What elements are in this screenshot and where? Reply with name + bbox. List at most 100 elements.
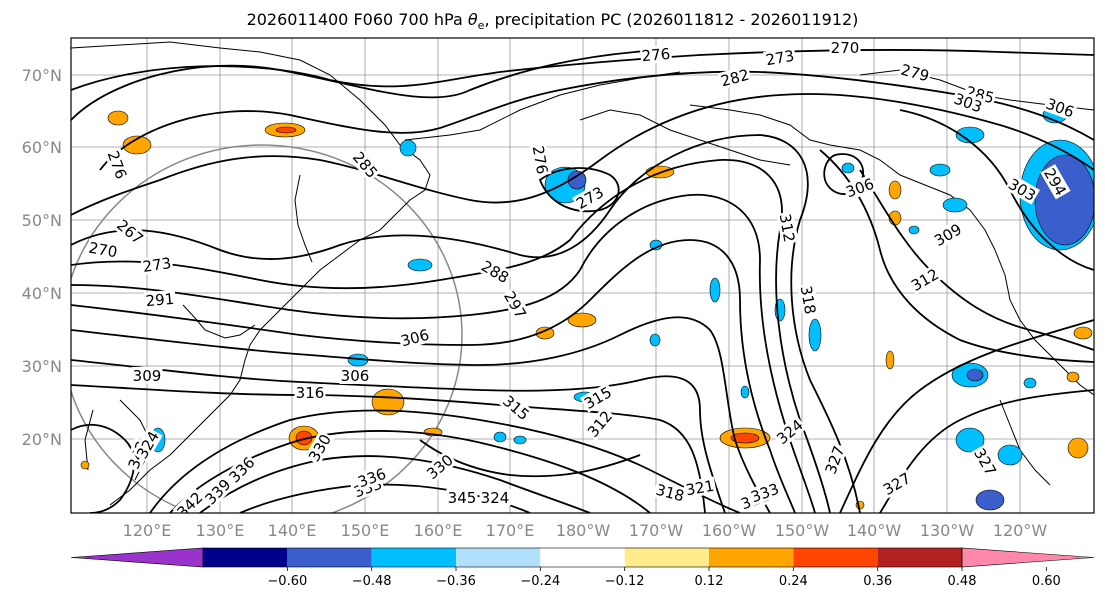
contour-label-bg	[132, 427, 163, 463]
contour-label-bg	[1042, 94, 1078, 121]
contour-label: 270	[87, 239, 118, 262]
lon-label: 150°E	[341, 521, 390, 540]
colorbar-tick-label: 0.36	[863, 574, 892, 589]
contour-label-bg	[763, 46, 797, 69]
contour-label-bg	[970, 444, 1001, 480]
colorbar-segment	[287, 548, 372, 567]
contour-label-bg	[200, 474, 235, 509]
lat-label: 30°N	[22, 357, 62, 376]
lat-label: 20°N	[22, 430, 62, 449]
colorbar-tick-label: 0.24	[779, 574, 808, 589]
latitude-labels: 70°N 60°N 50°N 40°N 30°N 20°N	[22, 66, 62, 449]
contour-label-bg	[112, 215, 148, 249]
contour-label-bg	[131, 367, 163, 384]
colorbar-tick-label: 0.60	[1032, 574, 1061, 589]
map-frame	[70, 37, 1095, 514]
contour-label: 345	[448, 489, 477, 507]
lat-label: 60°N	[22, 138, 62, 157]
contour-label-bg	[339, 367, 371, 384]
range-ring	[71, 144, 463, 513]
theta-e-contours	[71, 48, 1094, 513]
coastlines	[71, 41, 1094, 506]
contour-label-bg	[772, 415, 808, 449]
contour-label-bg	[652, 480, 688, 505]
contour-label-bg	[683, 476, 717, 499]
contour-label-bg	[397, 325, 433, 350]
colorbar-tick-label: −0.24	[520, 574, 560, 589]
contour-label-bg	[172, 487, 207, 513]
contour-label-bg	[879, 468, 915, 499]
chart-title: 2026011400 F060 700 hPa θe, precipitatio…	[246, 10, 859, 33]
colorbar-segment	[456, 548, 541, 567]
contour-label-bg	[422, 450, 458, 484]
lat-label: 70°N	[22, 66, 62, 85]
lat-label: 50°N	[22, 211, 62, 230]
contour-label-bg	[580, 382, 616, 413]
colorbar-frame	[202, 547, 963, 568]
contour-label-bg	[842, 174, 878, 201]
colorbar-segment	[709, 548, 794, 567]
colorbar-segment	[624, 548, 709, 567]
contour-label-bg	[477, 256, 513, 287]
lon-label: 170°E	[486, 521, 535, 540]
contour-label-bg	[224, 452, 259, 487]
contour-label: 324	[481, 489, 510, 507]
contour-label: 316	[296, 384, 325, 402]
colorbar-tick-label: −0.12	[605, 574, 645, 589]
contour-label: 276	[529, 144, 552, 175]
lon-label: 130°E	[196, 521, 245, 540]
contour-label-bg	[354, 464, 390, 491]
contour-label-bg	[1040, 164, 1071, 200]
contour-label-bg	[143, 289, 177, 310]
contour-label-bg	[446, 489, 478, 506]
colorbar-tick-label: −0.36	[436, 574, 476, 589]
lon-label: 160°W	[702, 521, 757, 540]
contour-label-bg	[140, 253, 174, 276]
contour-label-bg	[304, 430, 335, 466]
contour-label-bg	[797, 283, 820, 317]
contour-label-bg	[717, 65, 753, 90]
contour-label-bg	[348, 147, 382, 183]
contour-label-bg	[479, 489, 511, 506]
contour-label: 273	[764, 47, 795, 70]
contour-label-bg	[500, 287, 531, 323]
colorbar-segment	[540, 548, 625, 567]
contour-label-bg	[829, 39, 861, 56]
contour-label-bg	[821, 442, 848, 478]
lon-label: 180°W	[556, 521, 611, 540]
contour-label-bg	[104, 147, 131, 183]
contour-label-bg	[294, 384, 326, 401]
colorbar-segment	[203, 548, 288, 567]
lon-label: 120°E	[123, 521, 172, 540]
contour-label: 306	[341, 367, 370, 385]
contour-label-bg	[1004, 174, 1040, 205]
lon-label: 130°W	[920, 521, 975, 540]
contour-label-bg	[747, 479, 783, 506]
contour-label: 321	[684, 477, 715, 500]
lon-label: 120°W	[993, 521, 1048, 540]
lon-label: 140°W	[847, 521, 902, 540]
lon-label: 160°E	[414, 521, 463, 540]
longitude-labels: 120°E 130°E 140°E 150°E 160°E 170°E 180°W 170°W…	[123, 521, 1048, 540]
colorbar-tick-label: 0.12	[695, 574, 724, 589]
colorbar-segment	[877, 548, 962, 567]
contour-label-bg	[86, 238, 120, 261]
contour-label-bg	[897, 60, 933, 85]
colorbar-segment	[793, 548, 878, 567]
contour-label-bg	[529, 143, 552, 177]
contour-label-bg	[907, 264, 943, 295]
contour-label-bg	[930, 219, 966, 250]
colorbar-segment	[371, 548, 456, 567]
contour-label-bg	[639, 44, 673, 65]
colorbar-tick-label: 0.48	[948, 574, 977, 589]
contour-label: 312	[776, 212, 799, 243]
contour-label-bg	[498, 391, 534, 425]
lat-label: 40°N	[22, 284, 62, 303]
colorbar-tick-label: −0.60	[267, 574, 307, 589]
contour-label-bg	[583, 406, 617, 442]
colorbar: −0.60 −0.48 −0.36 −0.24 −0.12 0.12 0.24 0.36 0.4…	[70, 547, 1095, 589]
contour-label: 276	[641, 45, 671, 65]
contour-label-bg	[572, 182, 608, 213]
